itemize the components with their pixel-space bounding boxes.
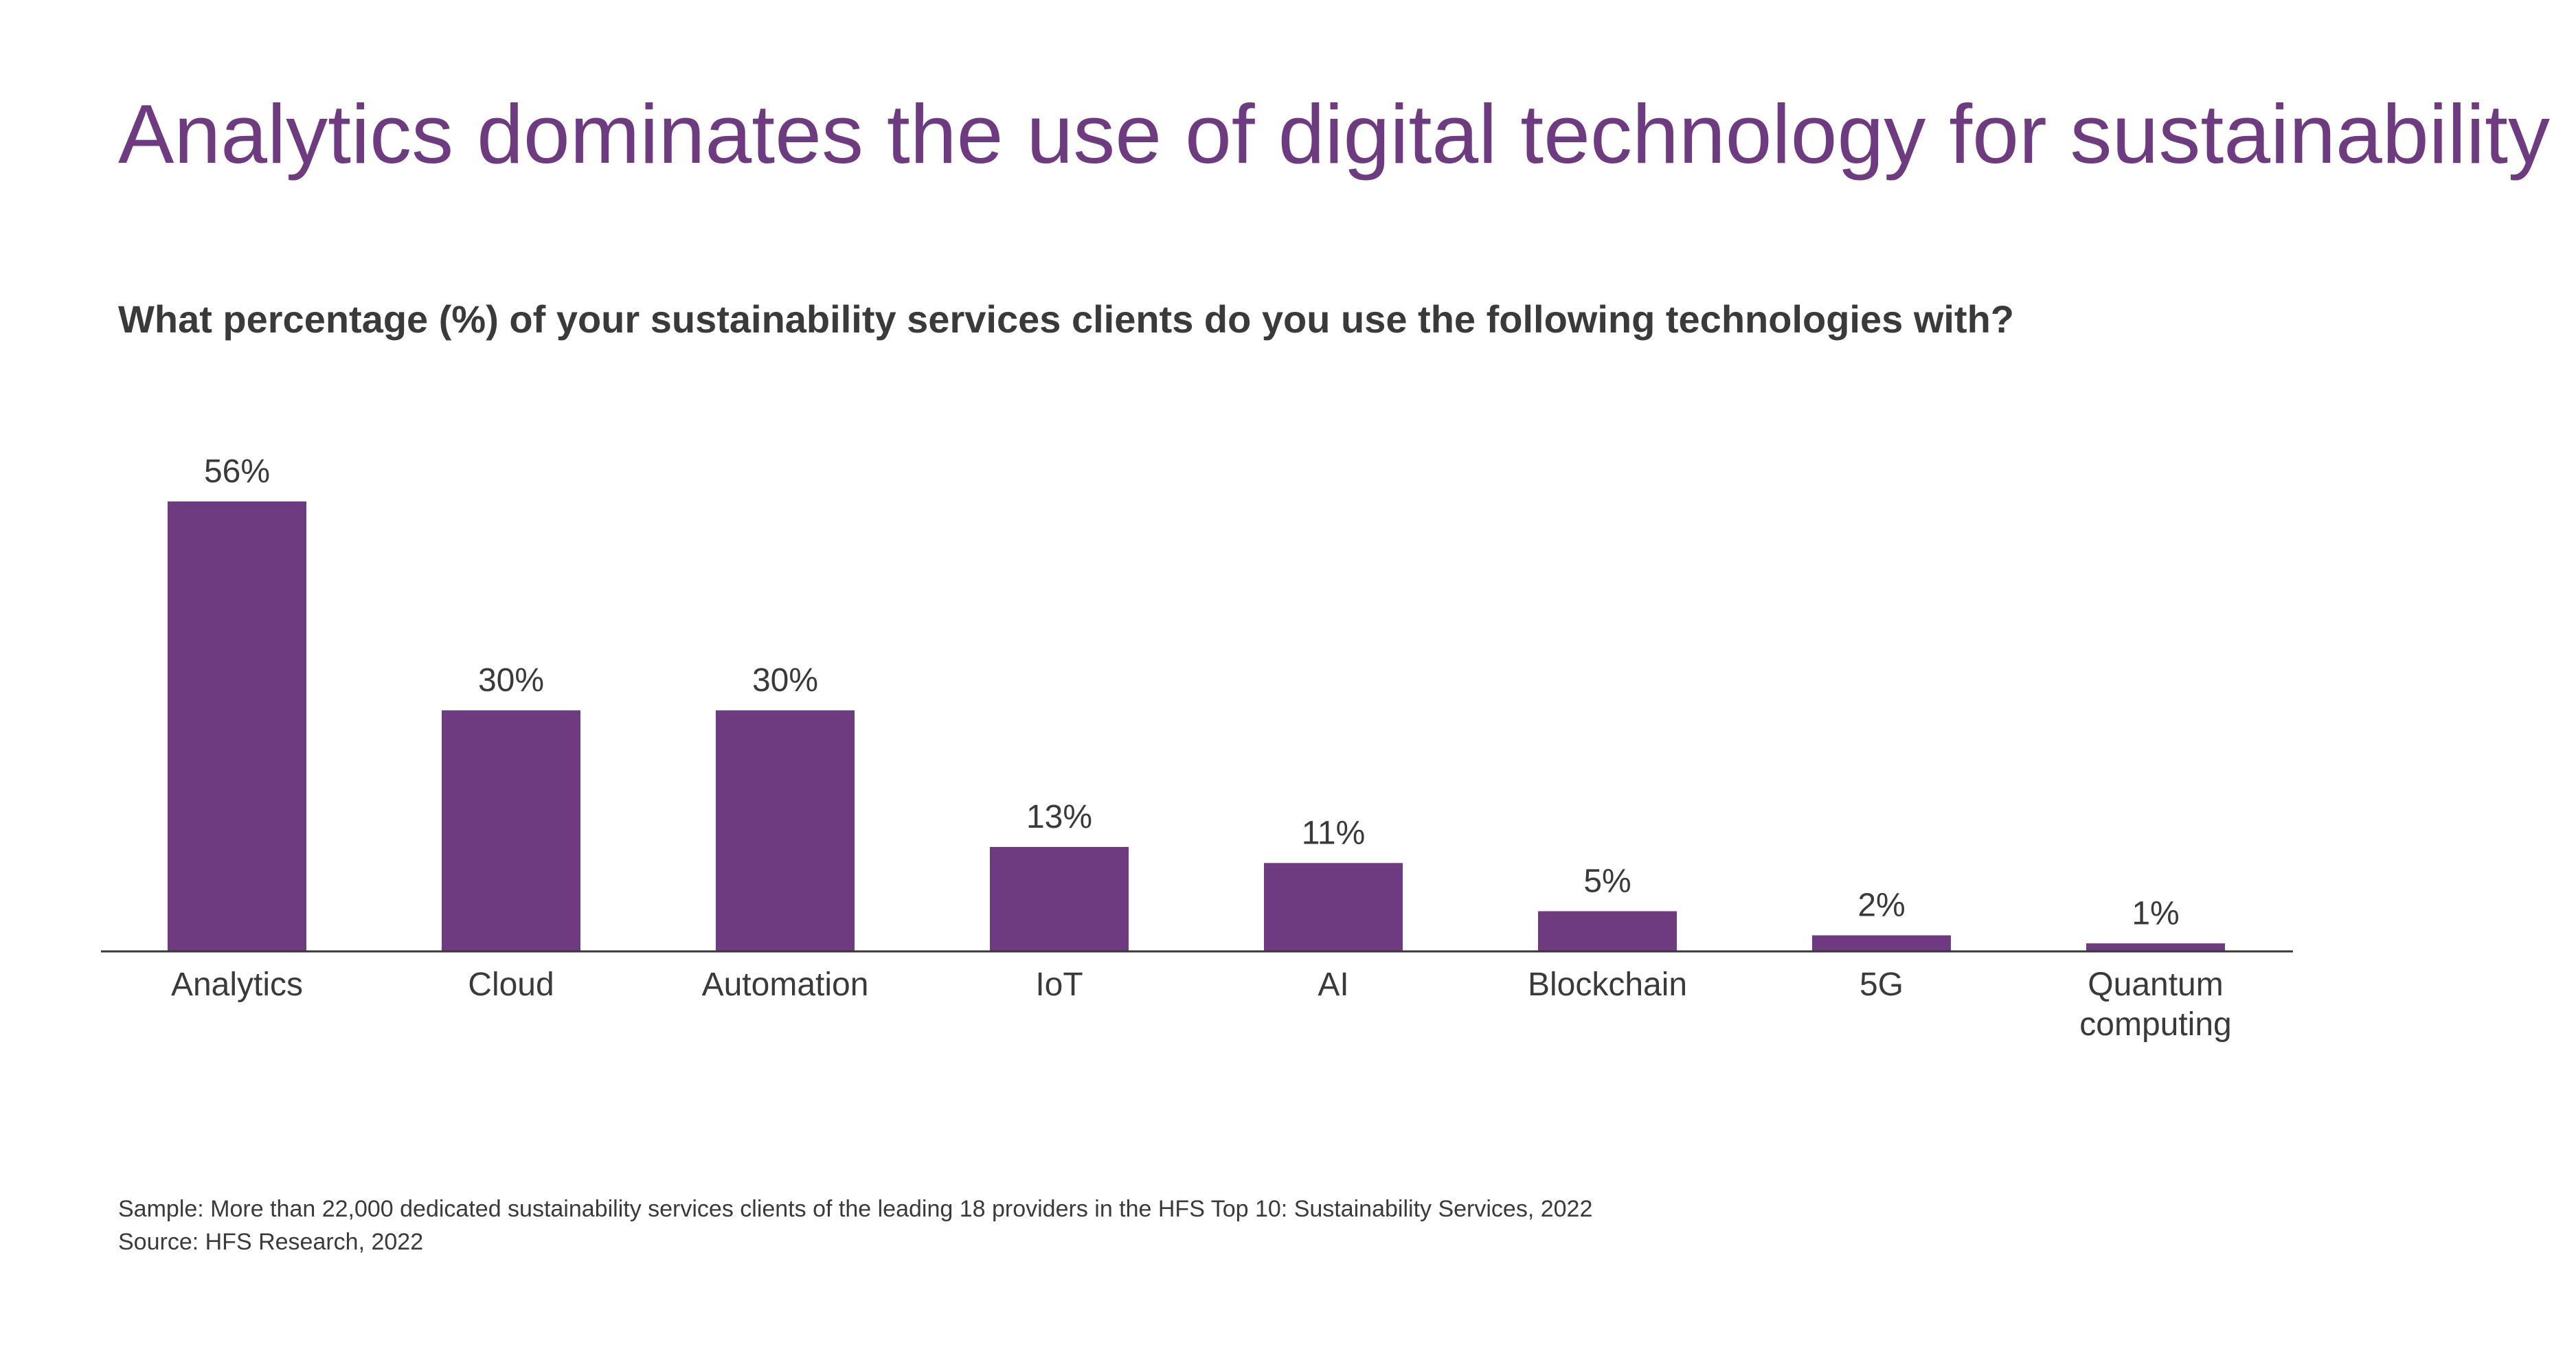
data-label-6: 2% [1857, 888, 1905, 924]
data-label-3: 13% [1026, 799, 1092, 835]
sample-note: Sample: More than 22,000 dedicated susta… [118, 1196, 1593, 1222]
category-label-line: IoT [1035, 967, 1083, 1003]
category-label-line: Blockchain [1528, 967, 1687, 1003]
data-label-4: 11% [1302, 815, 1366, 851]
data-label-5: 5% [1583, 863, 1631, 900]
bar-4 [1264, 863, 1403, 951]
bar-3 [990, 846, 1129, 951]
category-label-0: Analytics [171, 967, 303, 1003]
data-label-1: 30% [478, 662, 544, 699]
category-label-line: computing [2079, 1006, 2231, 1043]
source-note: Source: HFS Research, 2022 [118, 1229, 424, 1256]
category-label-line: Analytics [171, 967, 303, 1003]
data-label-7: 1% [2132, 895, 2179, 931]
category-label-2: Automation [702, 967, 869, 1003]
bar-chart: 56% Analytics 30% Cloud 30% Automation 13% IoT 1… [0, 426, 2336, 1085]
bar-6 [1812, 935, 1951, 951]
category-label-line: 5G [1860, 967, 1903, 1003]
category-label-line: AI [1318, 967, 1348, 1003]
footnote: Sample: More than 22,000 dedicated susta… [118, 1193, 1592, 1259]
bar-1 [442, 710, 580, 951]
category-label-line: Quantum [2088, 967, 2223, 1003]
bar-5 [1538, 911, 1677, 951]
category-label-4: AI [1318, 967, 1348, 1003]
slide-title: Analytics dominates the use of digital t… [118, 87, 2550, 181]
bar-chart-svg: 56% Analytics 30% Cloud 30% Automation 13% IoT 1… [101, 453, 2293, 1043]
category-label-line: Automation [702, 967, 869, 1003]
data-label-0: 56% [204, 453, 270, 490]
chart-question: What percentage (%) of your sustainabili… [118, 297, 2014, 341]
category-label-5: Blockchain [1528, 967, 1687, 1003]
bar-2 [716, 710, 855, 951]
category-label-3: IoT [1035, 967, 1083, 1003]
bar-7 [2086, 943, 2225, 951]
bar-0 [168, 501, 306, 951]
category-label-1: Cloud [468, 967, 554, 1003]
category-label-6: 5G [1860, 967, 1903, 1003]
category-label-line: Cloud [468, 967, 554, 1003]
data-label-2: 30% [752, 662, 818, 699]
category-label-7: Quantum computing [2079, 967, 2231, 1043]
